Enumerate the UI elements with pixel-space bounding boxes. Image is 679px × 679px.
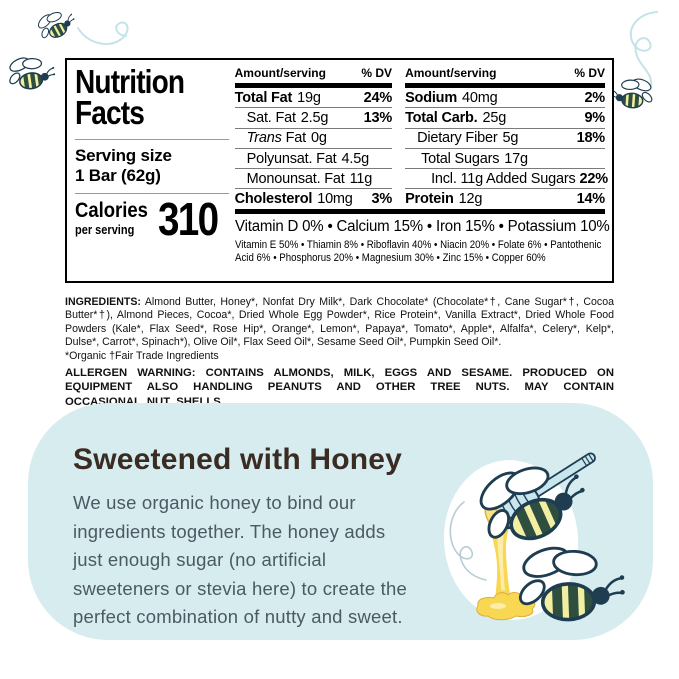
nutrition-facts-title: Nutrition Facts [75,63,206,132]
micronutrients-secondary: Vitamin E 50% • Thiamin 8% • Riboflavin … [234,238,601,266]
nutrient-name: Polyunsat. Fat [246,150,337,167]
honey-body-line: just enough sugar (no artificial [73,549,327,570]
nutrient-amount: 19g [297,89,321,106]
nutrient-name: Total Sugars [421,150,500,167]
nutrient-row: Dietary Fiber 5g 18% [405,127,606,148]
nutrient-dv: 13% [363,109,393,126]
nutrient-name: Fat [285,130,307,147]
swirl-icon [77,21,129,45]
calories-label: Calories [75,198,148,222]
nutrient-row: Monounsat. Fat 11g [234,168,393,188]
nutrient-name: Incl. 11g Added Sugars [431,170,576,187]
nutrient-dv: 14% [576,191,606,208]
nutrient-name: Protein [405,191,454,208]
thick-rule [234,208,605,214]
swirl-icon [629,11,658,89]
divider [75,138,229,140]
nutrient-row: Total Fat 19g 24% [234,88,393,107]
nutrient-name: Sat. Fat [246,109,296,126]
ingredients-list: Almond Butter, Honey*, Nonfat Dry Milk*,… [65,296,614,349]
honey-body-line: sweeteners or stevia here) to create the [73,577,407,599]
nutrient-name: Cholesterol [234,191,313,208]
micronutrients-primary: Vitamin D 0% • Calcium 15% • Iron 15% • … [234,217,610,235]
nutrient-row: Protein 12g 14% [405,188,605,208]
nutrient-amount: 4.5g [341,150,370,167]
swirl-icon [449,501,487,581]
nutrient-name: Total Fat [234,89,293,106]
ingredients-text: INGREDIENTS: Almond Butter, Honey*, Nonf… [65,296,614,349]
nutrient-name: Monounsat. Fat [246,170,345,187]
column-header-dv: % DV [361,66,393,80]
column-header-amount: Amount/serving [234,66,326,80]
calories-value: 310 [157,192,219,245]
nutrition-label-columns-area: Amount/serving % DV Total Fat 19g 24% Sa… [233,64,610,279]
bee-icon [32,6,79,49]
nutrient-dv: 9% [584,109,605,126]
title-line: Nutrition [75,63,185,100]
nutrient-name: Sodium [405,89,458,106]
nutrient-dv: 24% [363,89,393,106]
honey-highlight [497,530,505,591]
nutrient-row: Total Sugars 17g [405,147,605,168]
calories-labels: Calories per serving [75,200,158,239]
serving-size-value: 1 Bar (62g) [75,165,161,185]
calories-block: Calories per serving 310 [75,192,229,245]
bee-icon [607,72,659,119]
nutrient-dv: 22% [579,170,609,187]
honey-title: Sweetened with Honey [73,443,403,476]
title-line: Facts [75,94,145,132]
nutrition-label-left-column: Nutrition Facts Serving size 1 Bar (62g)… [75,64,233,279]
nutrient-amount: 5g [502,130,519,147]
ingredients-section: INGREDIENTS: Almond Butter, Honey*, Nonf… [65,296,614,409]
nutrient-name-italic: Trans [246,130,282,147]
nutrient-row: Trans Fat 0g [234,127,393,148]
micronutrients-secondary-line: Acid 6% • Phosphorus 20% • Magnesium 30%… [234,252,546,265]
column-header: Amount/serving % DV [405,64,605,83]
nutrient-dv: 3% [371,191,393,208]
nutrient-column-carb: Amount/serving % DV Sodium 40mg 2% Total… [405,64,609,209]
ingredients-label: INGREDIENTS: [65,296,141,308]
allergen-warning: ALLERGEN WARNING: CONTAINS ALMONDS, MILK… [65,367,614,408]
nutrient-amount: 11g [349,170,373,187]
organic-note: *Organic †Fair Trade Ingredients [65,350,219,363]
nutrient-amount: 0g [310,130,327,147]
thick-rule [234,83,393,88]
thick-rule [405,83,605,88]
column-header-dv: % DV [574,66,605,80]
nutrient-row: Cholesterol 10mg 3% [234,188,393,208]
column-header-amount: Amount/serving [405,66,497,80]
nutrient-row: Polyunsat. Fat 4.5g [234,147,393,168]
nutrient-name: Total Carb. [405,109,478,126]
nutrition-facts-label: Nutrition Facts Serving size 1 Bar (62g)… [65,58,614,283]
nutrient-amount: 2.5g [300,109,329,126]
calories-sublabel: per serving [75,222,135,237]
nutrient-dv: 18% [576,130,606,147]
divider [75,192,229,194]
nutrient-row: Sodium 40mg 2% [405,88,605,107]
nutrient-row: Total Carb. 25g 9% [405,107,605,127]
nutrient-amount: 17g [504,150,528,167]
nutrient-dv: 2% [584,89,605,106]
honey-body-line: perfect combination of nutty and sweet. [73,606,403,627]
nutrient-amount: 10mg [317,191,353,208]
nutrient-amount: 25g [482,109,507,126]
puddle-highlight [490,603,506,609]
honey-body-line: ingredients together. The honey adds [73,520,386,542]
bee-icon [3,53,57,100]
nutrient-amount: 12g [458,191,483,208]
nutrient-row: Incl. 11g Added Sugars 22% [405,168,609,188]
honey-body: We use organic honey to bind our ingredi… [73,489,407,632]
nutrient-row: Sat. Fat 2.5g 13% [234,107,393,127]
honey-body-line: We use organic honey to bind our [73,492,356,513]
micronutrients-secondary-line: Vitamin E 50% • Thiamin 8% • Riboflavin … [234,238,601,251]
serving-size-label: Serving size [75,145,172,165]
column-header: Amount/serving % DV [235,64,392,83]
nutrient-name: Dietary Fiber [417,130,498,147]
nutrient-column-fat: Amount/serving % DV Total Fat 19g 24% Sa… [234,64,393,209]
honey-illustration [443,452,628,636]
nutrient-amount: 40mg [462,89,498,106]
